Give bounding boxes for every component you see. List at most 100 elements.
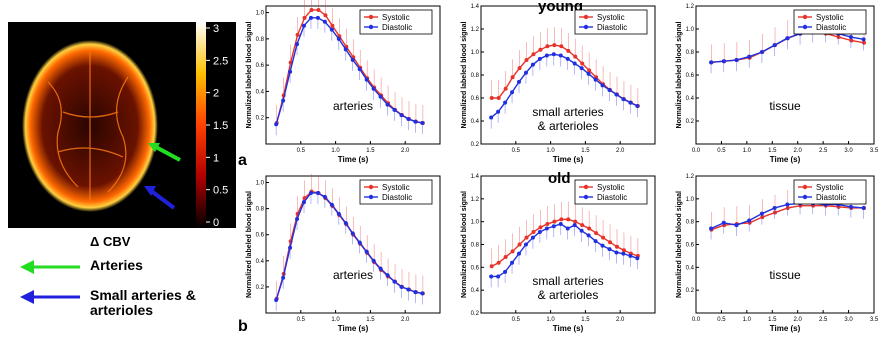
- y-tick-label: 0.6: [471, 265, 480, 271]
- data-point: [785, 36, 790, 41]
- x-axis-label: Time (s): [338, 324, 369, 333]
- data-point: [586, 71, 591, 76]
- x-tick-label: 1.5: [768, 317, 777, 323]
- data-point: [336, 36, 341, 41]
- data-point: [315, 15, 320, 20]
- brain-cbv-image: 3 2.5 2 1.5 1 0.5 0: [8, 22, 236, 228]
- data-point: [489, 115, 494, 120]
- x-tick-label: 1.0: [331, 317, 340, 323]
- chart-young-small-arteries: 0.2 0.4 0.6 0.8 1.0 1.2 1.4 0.5 1.0 1.5 2.0 Time (s…: [461, 4, 656, 164]
- x-tick-label: 3.5: [870, 148, 879, 154]
- data-point: [316, 7, 321, 12]
- data-point: [580, 223, 585, 228]
- legend-entry: Systolic: [816, 183, 844, 192]
- data-point: [517, 242, 522, 247]
- legend-entry: Diastolic: [597, 193, 627, 202]
- chart-young-arteries: 0.2 0.4 0.6 0.8 1.0 0.5 1.0 1.5 2.0 Time (s) Norma…: [246, 0, 441, 164]
- x-tick-label: 2.0: [401, 317, 410, 323]
- x-tick-label: 1.5: [581, 317, 590, 323]
- data-point: [628, 100, 633, 105]
- data-point: [848, 204, 853, 209]
- data-point: [600, 243, 605, 248]
- legend-entry: Diastolic: [382, 193, 412, 202]
- plot-frame: [265, 5, 441, 145]
- colorbar: [196, 22, 206, 228]
- data-point: [565, 226, 570, 231]
- x-tick-label: 0.5: [297, 148, 306, 154]
- data-point: [587, 226, 592, 231]
- data-point: [551, 52, 556, 57]
- cbv-caption: Δ CBV: [90, 234, 131, 249]
- x-tick-label: 1.5: [581, 148, 590, 154]
- y-tick-label: 0.4: [686, 96, 695, 102]
- x-tick-label: 2.0: [794, 317, 803, 323]
- data-point: [785, 202, 790, 207]
- data-point: [734, 223, 739, 228]
- data-point: [295, 42, 300, 47]
- series-line-diastolic: [491, 223, 638, 278]
- chart-old-tissue: 0.2 0.4 0.6 0.8 1.0 1.2 0.0 0.5 1.0 1.5 2.0 2.5 3.0 3…: [676, 174, 879, 333]
- y-tick-label: 0.2: [471, 142, 480, 148]
- data-point: [861, 205, 866, 210]
- plot-frame: [265, 175, 441, 314]
- x-tick-label: 2.0: [616, 148, 625, 154]
- data-point: [496, 109, 501, 114]
- data-point: [861, 37, 866, 42]
- y-tick-label: 1.2: [686, 174, 695, 180]
- chart-annotation: tissue: [769, 99, 801, 113]
- data-point: [274, 297, 279, 302]
- data-point: [392, 279, 397, 284]
- data-point: [364, 249, 369, 254]
- y-tick-label: 0.2: [686, 119, 695, 125]
- y-axis-label: Normalized labeled blood signal: [676, 191, 683, 298]
- x-tick-label: 0.0: [692, 317, 701, 323]
- y-tick-label: 0.8: [686, 220, 695, 226]
- data-point: [558, 221, 563, 226]
- chart-annotation: small arteries: [532, 105, 603, 119]
- data-point: [600, 83, 605, 88]
- data-point: [573, 54, 578, 59]
- y-tick-label: 0.6: [256, 63, 265, 69]
- data-point: [734, 58, 739, 63]
- series-line-diastolic: [275, 17, 423, 125]
- panel-label-a: a: [238, 152, 247, 169]
- x-axis-label: Time (s): [770, 324, 801, 333]
- x-tick-label: 0.5: [512, 148, 521, 154]
- data-point: [531, 229, 536, 234]
- data-point: [607, 87, 612, 92]
- y-tick-label: 0.4: [686, 265, 695, 271]
- y-tick-label: 1.0: [256, 11, 265, 17]
- legend-entry: Systolic: [597, 13, 625, 22]
- data-point: [862, 40, 867, 45]
- data-point: [288, 69, 293, 74]
- data-point: [709, 60, 714, 65]
- data-point: [545, 221, 550, 226]
- y-tick-label: 1.0: [256, 181, 265, 187]
- data-point: [531, 52, 536, 57]
- data-point: [572, 223, 577, 228]
- y-tick-label: 1.2: [686, 4, 695, 10]
- data-point: [544, 226, 549, 231]
- y-axis-label: Normalized labeled blood signal: [461, 21, 468, 128]
- colorbar-tick-label: 0.5: [213, 185, 228, 197]
- colorbar-tick-label: 0: [213, 217, 219, 228]
- data-point: [413, 119, 418, 124]
- data-point: [545, 44, 550, 49]
- legend-entry: Systolic: [597, 183, 625, 192]
- y-axis-label: Normalized labeled blood signal: [246, 21, 253, 128]
- data-point: [330, 23, 335, 28]
- legend-entry: Diastolic: [382, 23, 412, 32]
- chart-annotation: tissue: [769, 268, 801, 282]
- data-point: [295, 32, 300, 37]
- y-tick-label: 1.2: [471, 27, 480, 33]
- data-point: [413, 290, 418, 295]
- data-point: [537, 229, 542, 234]
- y-tick-label: 0.4: [256, 89, 265, 95]
- data-point: [329, 27, 334, 32]
- data-point: [593, 77, 598, 82]
- colorbar-tick-label: 1.5: [213, 120, 228, 132]
- x-tick-label: 0.0: [692, 148, 701, 154]
- data-point: [510, 260, 515, 265]
- x-tick-label: 1.0: [331, 148, 340, 154]
- data-point: [572, 61, 577, 66]
